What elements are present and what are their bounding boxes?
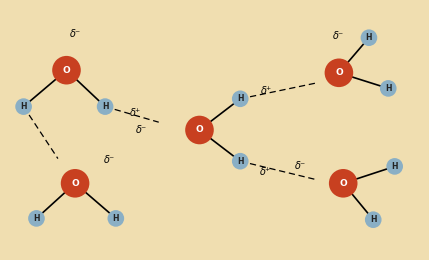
Text: H: H bbox=[370, 215, 377, 224]
Text: H: H bbox=[102, 102, 109, 111]
Text: O: O bbox=[335, 68, 343, 77]
Circle shape bbox=[28, 210, 45, 227]
Circle shape bbox=[232, 90, 248, 107]
Circle shape bbox=[97, 98, 113, 115]
Text: δ⁻: δ⁻ bbox=[333, 31, 344, 41]
Text: δ⁺: δ⁺ bbox=[260, 167, 271, 177]
Text: δ⁻: δ⁻ bbox=[136, 125, 147, 135]
Text: δ⁻: δ⁻ bbox=[69, 29, 81, 39]
Text: O: O bbox=[196, 126, 203, 134]
Circle shape bbox=[15, 98, 32, 115]
Text: δ⁻: δ⁻ bbox=[104, 155, 115, 165]
Circle shape bbox=[185, 116, 214, 144]
Text: H: H bbox=[33, 214, 40, 223]
Text: δ⁺: δ⁺ bbox=[130, 108, 141, 118]
Text: H: H bbox=[20, 102, 27, 111]
Circle shape bbox=[52, 56, 81, 84]
Text: δ⁺: δ⁺ bbox=[0, 109, 1, 119]
Text: δ⁻: δ⁻ bbox=[295, 161, 306, 171]
Circle shape bbox=[365, 211, 381, 228]
Text: H: H bbox=[112, 214, 119, 223]
Circle shape bbox=[361, 29, 377, 46]
Circle shape bbox=[108, 210, 124, 227]
Text: H: H bbox=[391, 162, 398, 171]
Circle shape bbox=[387, 158, 403, 175]
Text: O: O bbox=[71, 179, 79, 188]
Text: H: H bbox=[237, 94, 244, 103]
Text: O: O bbox=[339, 179, 347, 188]
Text: O: O bbox=[63, 66, 70, 75]
Text: δ⁺: δ⁺ bbox=[260, 86, 272, 96]
Circle shape bbox=[329, 169, 357, 198]
Text: H: H bbox=[366, 33, 372, 42]
Text: H: H bbox=[385, 84, 392, 93]
Circle shape bbox=[232, 153, 248, 170]
Circle shape bbox=[380, 80, 396, 97]
Text: H: H bbox=[237, 157, 244, 166]
Circle shape bbox=[325, 58, 353, 87]
Circle shape bbox=[61, 169, 89, 198]
